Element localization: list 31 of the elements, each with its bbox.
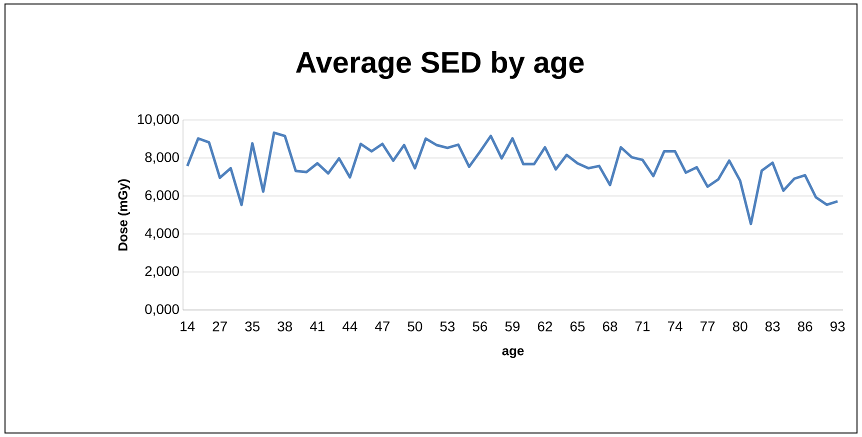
y-tick-label: 4,000 bbox=[144, 228, 179, 240]
x-tick-label: 77 bbox=[700, 322, 715, 332]
x-tick-label: 80 bbox=[732, 321, 748, 332]
x-tick-label: 71 bbox=[635, 322, 650, 332]
y-tick-label: 8,000 bbox=[145, 152, 179, 164]
x-tick-label: 86 bbox=[798, 321, 812, 332]
x-tick-label: 65 bbox=[570, 321, 585, 332]
x-tick-label: 83 bbox=[765, 321, 780, 332]
x-tick-label: 14 bbox=[180, 322, 195, 332]
y-tick-label: 0,000 bbox=[145, 304, 179, 316]
line-series bbox=[186, 131, 839, 226]
x-tick-label: 74 bbox=[668, 322, 682, 332]
x-tick-label: 27 bbox=[212, 321, 227, 332]
y-tick-label: 6,000 bbox=[145, 190, 179, 202]
x-tick-label: 56 bbox=[472, 321, 488, 332]
x-tick-label: 41 bbox=[310, 322, 324, 332]
y-tick-label: 2,000 bbox=[145, 266, 179, 278]
y-axis-title: Dose (mGy) bbox=[118, 179, 130, 250]
x-tick-label: 62 bbox=[538, 321, 552, 332]
x-tick-label: 50 bbox=[408, 321, 422, 332]
x-tick-label: 59 bbox=[505, 321, 520, 332]
x-tick-label: 44 bbox=[342, 322, 358, 332]
x-axis-title: age bbox=[502, 348, 524, 358]
x-tick-label: 53 bbox=[440, 321, 455, 332]
x-tick-label: 93 bbox=[830, 321, 845, 332]
chart-title: Average SED by age bbox=[296, 50, 584, 79]
x-tick-label: 38 bbox=[278, 321, 292, 332]
x-tick-label: 35 bbox=[245, 321, 260, 332]
y-tick-label: 10,000 bbox=[138, 114, 179, 126]
x-tick-label: 68 bbox=[602, 321, 618, 332]
x-tick-label: 47 bbox=[374, 322, 390, 332]
